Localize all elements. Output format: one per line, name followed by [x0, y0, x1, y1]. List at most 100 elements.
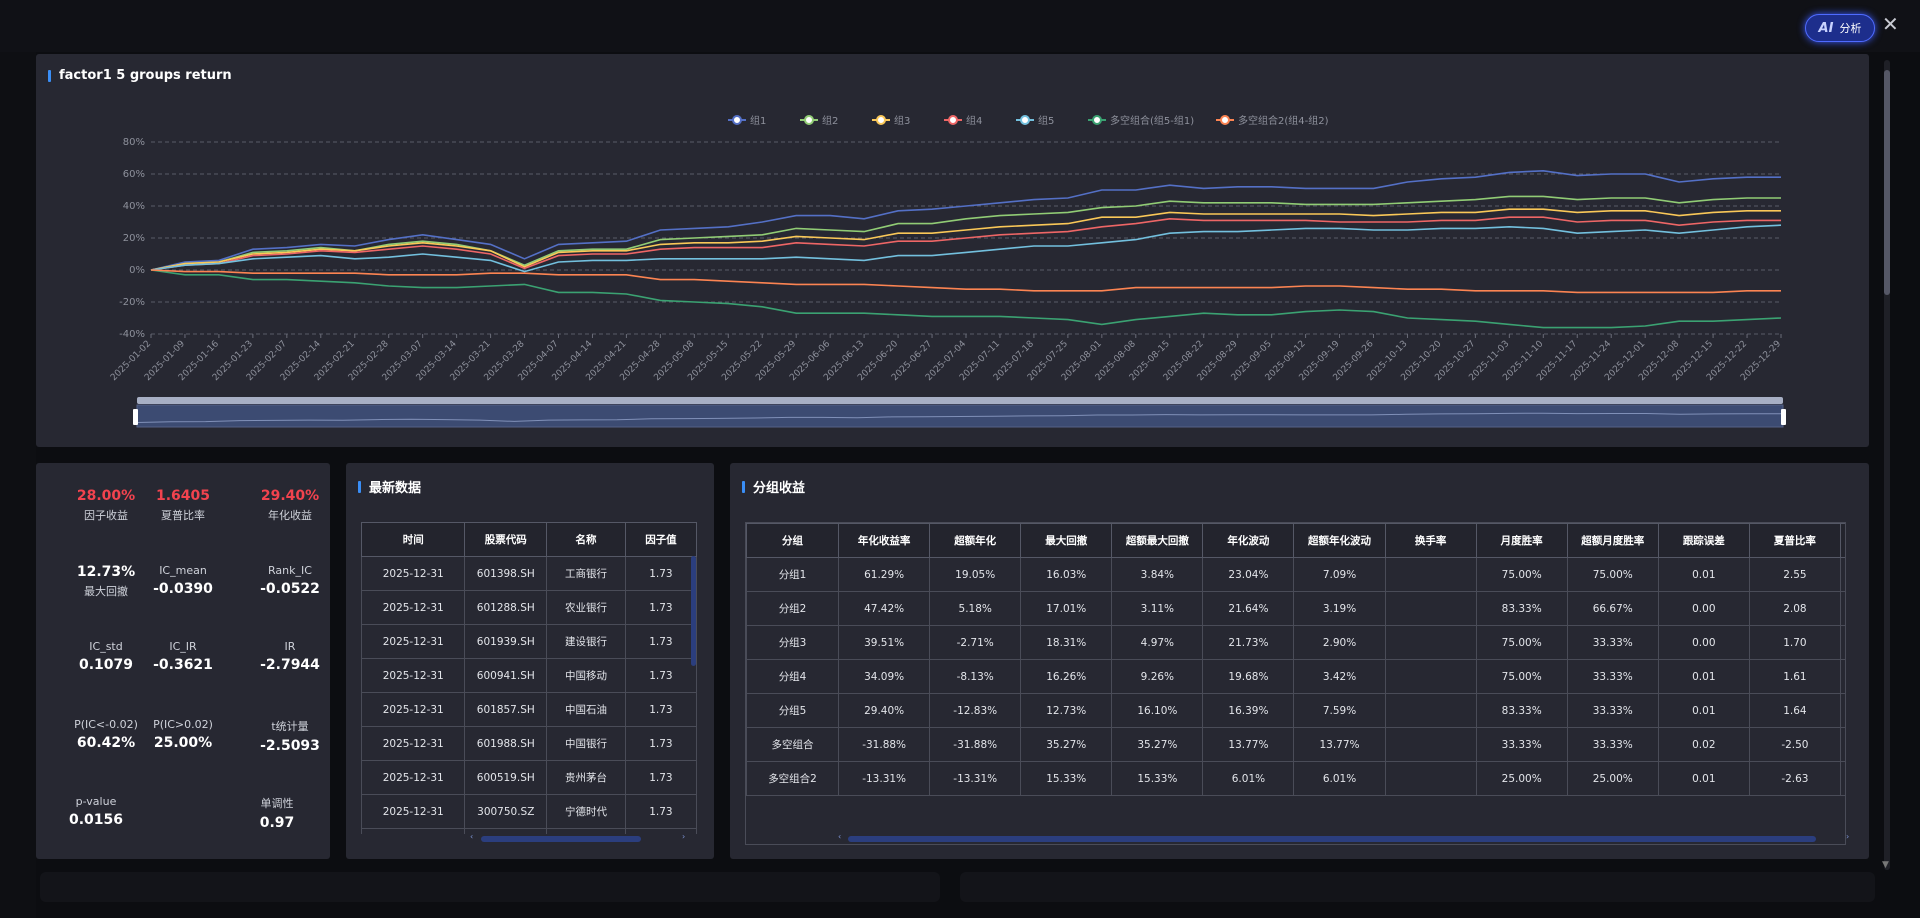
column-header: 因子值	[624, 522, 697, 557]
table-row[interactable]: 2025-12-31 600941.SH 中国移动 1.73	[361, 658, 697, 693]
table-cell	[1384, 727, 1477, 762]
latest-data-table-wrap[interactable]: 时间 股票代码 名称 因子值 2025-12-31 601398.SH 工商银行 1.73 2…	[361, 522, 697, 834]
table-cell: 2025-12-31	[361, 556, 466, 591]
table-cell: 13.77%	[1293, 727, 1386, 762]
table-cell: 601988.SH	[464, 726, 548, 761]
table-cell: 35.27%	[1111, 727, 1204, 762]
y-tick-label: 0%	[129, 265, 145, 276]
table-cell: 贵州茅台	[546, 760, 626, 795]
latest-vscroll-thumb[interactable]	[691, 556, 696, 666]
ai-icon: AI	[1818, 20, 1834, 36]
ai-analyze-button[interactable]: AI 分析	[1805, 14, 1875, 42]
table-cell: 21.64%	[1202, 591, 1295, 626]
table-cell: 7.09%	[1293, 557, 1386, 592]
table-cell: 9.26%	[1111, 659, 1204, 694]
table-cell: 300750.SZ	[464, 794, 548, 829]
group-return-panel: 分组收益 分组 年化收益率 超额年化 最大回撤 超额最大回撤 年化波动 超额年化波动 换手率月…	[730, 463, 1869, 859]
metric-value: 60.42%	[76, 735, 136, 751]
metric-label: 最大回撤	[84, 585, 128, 598]
table-row[interactable]: 多空组合 -31.88% -31.88% 35.27% 35.27% 13.77% 13.7…	[746, 727, 1845, 762]
table-cell: 33.33%	[1475, 727, 1568, 762]
table-cell: 3.11%	[1111, 591, 1204, 626]
metric-value: -2.7944	[260, 657, 320, 673]
table-cell: 1.73	[624, 760, 697, 795]
table-cell: 600519.SH	[464, 760, 548, 795]
table-cell: -2.31	[1839, 727, 1845, 762]
table-cell: 34.09%	[838, 659, 931, 694]
table-cell: 1.64	[1748, 693, 1841, 728]
background-sidebar	[0, 52, 36, 918]
scroll-left-icon[interactable]: ‹	[838, 832, 842, 841]
table-cell: 600938.SH	[464, 828, 548, 834]
table-row[interactable]: 2025-12-31 600519.SH 贵州茅台 1.73	[361, 760, 697, 795]
table-cell: 2.55	[1748, 557, 1841, 592]
table-cell: 4.97%	[1111, 625, 1204, 660]
legend-marker	[1220, 115, 1230, 125]
latest-hscroll-thumb[interactable]	[481, 836, 641, 842]
table-row[interactable]: 2025-12-31 601398.SH 工商银行 1.73	[361, 556, 697, 591]
table-row[interactable]: 2025-12-31600938.SH中国海油1.73	[361, 828, 697, 834]
table-cell: 16.39%	[1202, 693, 1295, 728]
table-row[interactable]: 分组1 61.29% 19.05% 16.03% 3.84% 23.04% 7.09% 75.…	[746, 557, 1845, 592]
table-cell: 1.70	[1748, 625, 1841, 660]
scroll-right-icon[interactable]: ›	[682, 832, 686, 841]
table-row[interactable]: 分组2 47.42% 5.18% 17.01% 3.11% 21.64% 3.19% 83.3…	[746, 591, 1845, 626]
scroll-down-icon[interactable]: ▼	[1882, 860, 1889, 870]
table-row[interactable]: 多空组合2 -13.31% -13.31% 15.33% 15.33% 6.01% 6.01…	[746, 761, 1845, 796]
zoom-handle-right	[1781, 409, 1786, 425]
table-cell: 3.84%	[1111, 557, 1204, 592]
close-icon[interactable]: ✕	[1882, 12, 1899, 36]
table-row[interactable]: 分组4 34.09% -8.13% 16.26% 9.26% 19.68% 3.42% 75.…	[746, 659, 1845, 694]
table-row[interactable]: 2025-12-31 601857.SH 中国石油 1.73	[361, 692, 697, 727]
table-cell: -31.88%	[838, 727, 931, 762]
metric-t-stat: t统计量 -2.5093	[235, 718, 345, 754]
table-cell: 75.00%	[1475, 557, 1568, 592]
table-row[interactable]: 分组5 29.40% -12.83% 12.73% 16.10% 16.39% 7.59% 8…	[746, 693, 1845, 728]
table-cell: 分组2	[746, 591, 840, 626]
table-cell: 83.33%	[1475, 693, 1568, 728]
group-return-table-wrap[interactable]: 分组 年化收益率 超额年化 最大回撤 超额最大回撤 年化波动 超额年化波动 换手率 月度胜率 超额…	[745, 522, 1846, 845]
modal-scrollbar[interactable]	[1884, 60, 1890, 870]
legend-item: 组1	[750, 114, 766, 127]
table-row[interactable]: 2025-12-31 601988.SH 中国银行 1.73	[361, 726, 697, 761]
metric-label: P(IC>0.02)	[153, 718, 213, 731]
table-cell: 2025-12-31	[361, 726, 466, 761]
zoom-handle-left	[133, 409, 138, 425]
table-cell: 6.01%	[1202, 761, 1295, 796]
legend-item: 组5	[1038, 114, 1054, 127]
scrollbar-thumb[interactable]	[1884, 70, 1890, 295]
column-header: 月度胜率	[1475, 523, 1568, 558]
metric-value: 12.73%	[76, 564, 136, 580]
table-cell: 15.33%	[1020, 761, 1113, 796]
table-cell: 61.29%	[838, 557, 931, 592]
table-row[interactable]: 分组3 39.51% -2.71% 18.31% 4.97% 21.73% 2.90% 75.…	[746, 625, 1845, 660]
title-accent	[742, 480, 745, 493]
scroll-left-icon[interactable]: ‹	[470, 832, 474, 841]
metric-p-ic-gt: P(IC>0.02) 25.00%	[128, 718, 238, 751]
metric-value: 1.6405	[155, 488, 211, 504]
group-return-table: 分组 年化收益率 超额年化 最大回撤 超额最大回撤 年化波动 超额年化波动 换手率 月度胜率 超额…	[746, 523, 1845, 796]
table-cell: 0.01	[1657, 557, 1750, 592]
metric-label: IC_mean	[159, 564, 207, 577]
metric-ic-ir: IC_IR -0.3621	[128, 640, 238, 673]
scroll-right-icon[interactable]: ›	[1846, 832, 1850, 841]
table-cell: 75.00%	[1566, 557, 1659, 592]
table-row[interactable]: 2025-12-31 601288.SH 农业银行 1.73	[361, 590, 697, 625]
legend-marker	[804, 115, 814, 125]
metric-value: 25.00%	[153, 735, 213, 751]
table-cell: 17.01%	[1020, 591, 1113, 626]
column-header: 最大回撤	[1020, 523, 1113, 558]
legend-marker	[1020, 115, 1030, 125]
series-line-3	[150, 208, 1781, 271]
metric-value: 0.1079	[78, 657, 134, 673]
table-row[interactable]: 2025-12-31 300750.SZ 宁德时代 1.73	[361, 794, 697, 829]
legend-item: 多空组合2(组4-组2)	[1238, 114, 1329, 127]
table-cell: 601398.SH	[464, 556, 548, 591]
y-tick-label: 80%	[123, 137, 145, 148]
groups-hscroll-thumb[interactable]	[848, 836, 1816, 842]
metric-factor-return: 28.00% 因子收益	[51, 488, 161, 523]
table-cell: -13.31%	[929, 761, 1022, 796]
y-tick-label: 40%	[123, 201, 145, 212]
table-row[interactable]: 2025-12-31 601939.SH 建设银行 1.73	[361, 624, 697, 659]
table-cell: 33.33%	[1566, 693, 1659, 728]
